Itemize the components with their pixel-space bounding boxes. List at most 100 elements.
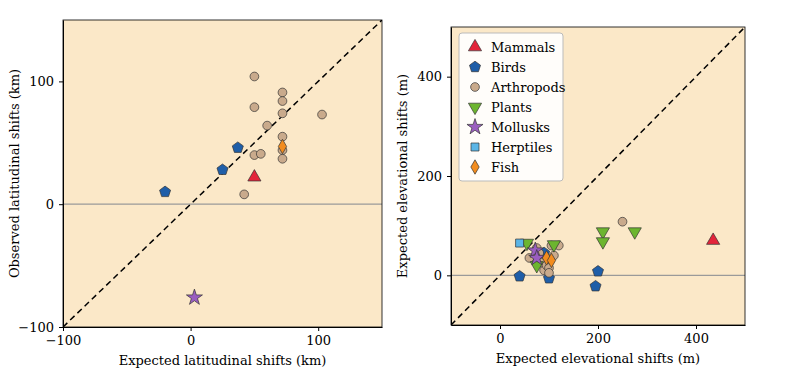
y-tick: 0: [434, 268, 451, 283]
y-axis-line: [451, 28, 452, 326]
x-tick-label: 0: [496, 331, 504, 346]
legend-label: Plants: [491, 100, 532, 115]
x-tick: 400: [684, 325, 709, 346]
point: [248, 170, 261, 181]
x-tick: 0: [187, 327, 195, 348]
point: [278, 109, 287, 118]
legend-label: Herptiles: [491, 140, 552, 155]
x-axis-title: Expected elevational shifts (m): [496, 351, 700, 366]
x-tick-label: 100: [306, 333, 331, 348]
y-tick-mark: [59, 204, 63, 205]
point: [263, 121, 272, 130]
point: [232, 142, 243, 152]
y-axis-title: Observed latitudinal shifts (km): [7, 69, 22, 278]
x-tick-label: 400: [684, 331, 709, 346]
plot-area: [451, 27, 745, 325]
plot-background: [63, 20, 382, 327]
y-tick: −100: [18, 320, 63, 335]
plot-background: [451, 27, 745, 325]
point: [160, 186, 171, 196]
point: [628, 228, 641, 239]
point: [516, 239, 524, 247]
x-tick-label: 0: [187, 333, 195, 348]
point: [217, 164, 228, 174]
y-tick-label: −100: [18, 320, 54, 335]
x-tick-mark: [500, 325, 501, 329]
panel: 0 200 400 0 200 400 Expected elevational shift…: [395, 27, 746, 366]
x-tick: 100: [306, 327, 331, 348]
x-axis-title: Expected latitudinal shifts (km): [119, 353, 327, 368]
point: [545, 268, 554, 277]
plot-frame: [451, 27, 745, 325]
point: [278, 154, 287, 163]
x-tick: 0: [496, 325, 504, 346]
point: [547, 253, 555, 267]
point: [240, 190, 249, 199]
y-tick-mark: [59, 81, 63, 82]
y-tick-label: 200: [417, 169, 442, 184]
legend-label: Fish: [491, 160, 520, 175]
y-tick-mark: [447, 275, 451, 276]
identity-line: [63, 20, 382, 327]
y-tick: 200: [417, 169, 451, 184]
point: [278, 97, 287, 106]
legend-box: [459, 33, 563, 181]
point: [250, 72, 259, 81]
y-axis-line: [63, 21, 64, 328]
point: [529, 250, 545, 265]
plot-area: [63, 20, 382, 327]
y-tick-mark: [447, 176, 451, 177]
legend-marker: [467, 119, 483, 134]
legend-marker: [469, 61, 480, 71]
legend-marker: [471, 143, 479, 151]
point: [256, 149, 265, 158]
y-tick: 100: [29, 74, 63, 89]
legend-marker: [468, 103, 481, 114]
point: [592, 266, 603, 276]
legend-label: Mollusks: [491, 120, 550, 135]
y-tick: 400: [417, 69, 451, 84]
x-tick-label: −100: [46, 333, 82, 348]
plot-frame: [63, 20, 382, 327]
y-tick: 0: [46, 197, 63, 212]
legend-marker: [471, 83, 480, 92]
y-tick-label: 0: [434, 268, 442, 283]
point: [596, 238, 609, 249]
x-tick: 200: [586, 325, 611, 346]
x-tick-mark: [318, 327, 319, 331]
y-tick-mark: [59, 327, 63, 328]
point: [618, 217, 627, 226]
point: [590, 280, 601, 290]
legend: Mammals Birds Arthropods Plants Mollusks Herp…: [459, 33, 565, 181]
legend-label: Arthropods: [490, 80, 565, 95]
y-tick-label: 0: [46, 197, 54, 212]
y-tick-label: 100: [29, 74, 54, 89]
y-tick-mark: [447, 77, 451, 78]
point: [186, 289, 202, 304]
figure: −100 0 100 −100 0 100 Expected latitudinal shi…: [0, 0, 790, 376]
legend-label: Mammals: [491, 40, 555, 55]
x-tick-mark: [63, 327, 64, 331]
legend-label: Birds: [491, 60, 526, 75]
x-tick-mark: [696, 325, 697, 329]
x-tick-label: 200: [586, 331, 611, 346]
point: [514, 271, 525, 281]
x-axis: −100 0 100: [46, 327, 383, 348]
zero-line: [63, 204, 382, 205]
legend-marker: [468, 39, 481, 50]
point: [250, 103, 259, 112]
legend-marker: [471, 160, 479, 174]
panel: −100 0 100 −100 0 100 Expected latitudinal shi…: [7, 20, 383, 368]
identity-line: [451, 27, 745, 325]
x-tick-mark: [191, 327, 192, 331]
point: [707, 233, 720, 244]
y-tick-label: 400: [417, 69, 442, 84]
point: [278, 88, 287, 97]
x-axis-line: [64, 327, 383, 328]
x-axis: 0 200 400: [452, 325, 746, 346]
y-axis: −100 0 100: [18, 21, 63, 335]
point: [547, 241, 560, 252]
point: [278, 139, 286, 153]
y-axis: 0 200 400: [417, 28, 451, 326]
x-tick-mark: [598, 325, 599, 329]
